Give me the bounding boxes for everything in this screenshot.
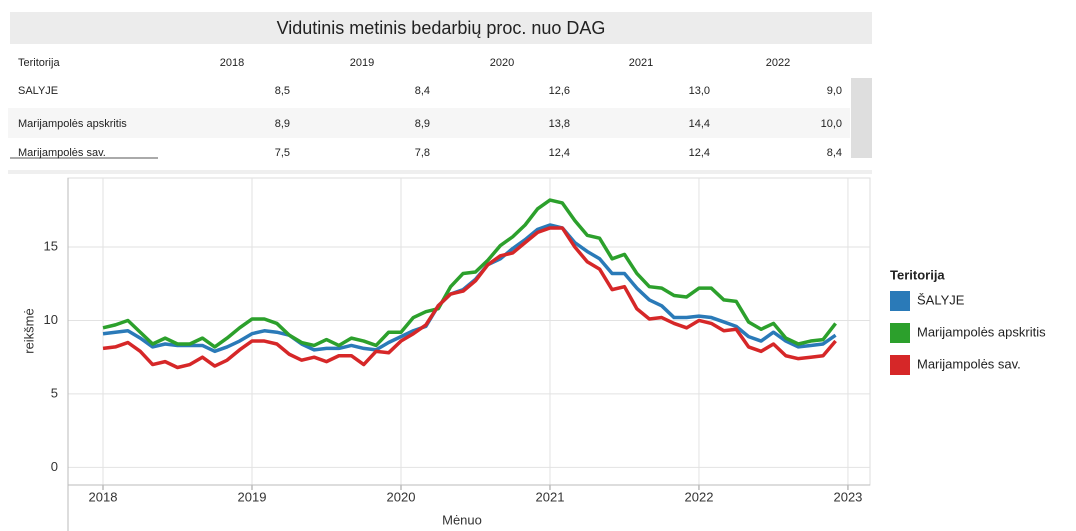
x-tick-label: 2019 [238, 489, 267, 504]
table-cell: 12,4 [689, 147, 710, 159]
table-cell: 7,5 [275, 147, 290, 159]
table-cell: 13,8 [549, 118, 570, 130]
row-label: Marijampolės apskritis [18, 118, 127, 130]
x-tick-label: 2023 [833, 489, 862, 504]
table-header: 2019 [350, 57, 374, 69]
table-cell: 8,9 [415, 118, 430, 130]
table-cell: 8,5 [275, 85, 290, 97]
title-bar [10, 12, 872, 44]
table-header: 2022 [766, 57, 790, 69]
legend-label: ŠALYJE [917, 292, 965, 307]
table-header: 2021 [629, 57, 653, 69]
scrollbar [851, 78, 872, 158]
x-tick-label: 2018 [89, 489, 118, 504]
table-cell: 14,4 [689, 118, 710, 130]
legend-swatch [890, 323, 910, 343]
x-axis-title: Mėnuo [442, 512, 482, 527]
table-cell: 13,0 [689, 85, 710, 97]
plot-frame [67, 177, 871, 486]
table-cell: 12,4 [549, 147, 570, 159]
table-header: Teritorija [18, 57, 60, 69]
table-cell: 9,0 [827, 85, 842, 97]
table-cell: 10,0 [821, 118, 842, 130]
table-cell: 8,9 [275, 118, 290, 130]
x-tick-label: 2020 [387, 489, 416, 504]
legend-label: Marijampolės sav. [917, 356, 1021, 371]
row-label: SALYJE [18, 85, 58, 97]
table-header: 2018 [220, 57, 244, 69]
table-cell: 7,8 [415, 147, 430, 159]
title: Vidutinis metinis bedarbių proc. nuo DAG [277, 18, 606, 38]
table-cell: 12,6 [549, 85, 570, 97]
y-tick-label: 0 [51, 459, 58, 474]
series-line [102, 226, 837, 370]
separator [8, 170, 872, 174]
legend-swatch [890, 291, 910, 311]
y-tick-label: 15 [44, 238, 58, 253]
x-tick-label: 2022 [685, 489, 714, 504]
series-line [102, 198, 837, 349]
y-axis-title: reikšmė [21, 308, 36, 354]
legend-swatch [890, 355, 910, 375]
row-band [8, 108, 850, 138]
table-cell: 8,4 [827, 147, 842, 159]
y-tick-label: 5 [51, 385, 58, 400]
legend-title: Teritorija [890, 267, 945, 282]
table-cell: 8,4 [415, 85, 430, 97]
y-tick-label: 10 [44, 312, 58, 327]
table-header: 2020 [490, 57, 514, 69]
legend-label: Marijampolės apskritis [917, 324, 1046, 339]
row-label: Marijampolės sav. [18, 147, 106, 159]
x-tick-label: 2021 [536, 489, 565, 504]
